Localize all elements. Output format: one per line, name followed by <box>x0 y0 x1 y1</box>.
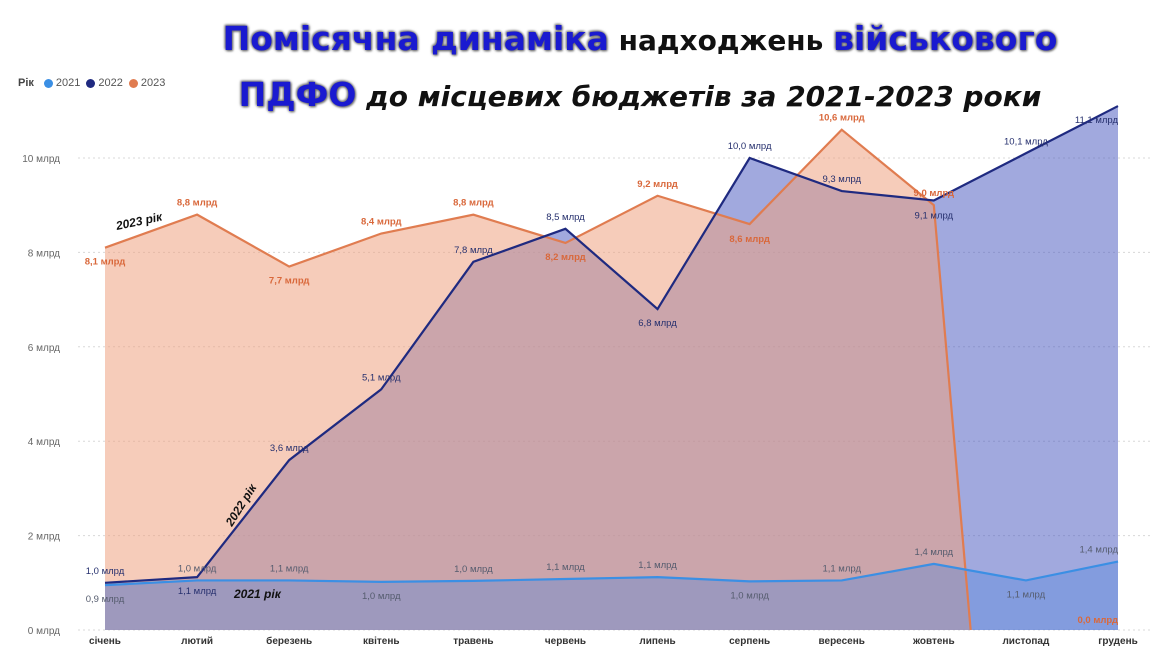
data-label-2021: 1,1 млрд <box>270 563 309 574</box>
data-label-2022: 9,1 млрд <box>915 210 954 221</box>
annotation-2021: 2021 рік <box>233 587 282 601</box>
data-label-2021: 1,0 млрд <box>730 590 769 601</box>
title-part-1: Помісячна динаміка <box>222 19 609 58</box>
data-label-2022: 1,0 млрд <box>86 566 125 577</box>
legend-item-2022[interactable]: 2022 <box>86 77 123 89</box>
line-2022 <box>104 105 1119 584</box>
legend-title: Рік <box>18 77 34 89</box>
y-tick-label: 2 млрд <box>28 532 60 543</box>
x-tick-label: березень <box>266 635 312 647</box>
data-label-2022: 8,5 млрд <box>546 212 585 223</box>
data-label-2021: 1,1 млрд <box>1007 589 1046 600</box>
data-label-2023: 8,1 млрд <box>85 257 126 268</box>
x-axis: січень лютий березень квітень травень червень… <box>89 635 1138 647</box>
legend-label-2022: 2022 <box>98 77 123 89</box>
data-label-2021: 1,1 млрд <box>546 562 585 573</box>
data-label-2022: 3,6 млрд <box>270 443 309 454</box>
x-tick-label: листопад <box>1002 636 1050 647</box>
data-label-2023: 10,6 млрд <box>819 113 865 124</box>
data-label-2021: 1,0 млрд <box>454 564 493 575</box>
data-label-2022: 1,1 млрд <box>178 586 217 597</box>
data-label-2021: 1,4 млрд <box>915 547 954 558</box>
line-2023 <box>104 128 972 631</box>
legend-dot-2022 <box>86 78 96 88</box>
legend-label-2021: 2021 <box>55 77 81 89</box>
title-part-5: до місцевих бюджетів за 2021-2023 роки <box>356 80 1042 113</box>
title-part-4: ПДФО <box>238 75 357 114</box>
data-label-2022: 7,8 млрд <box>454 245 493 256</box>
y-tick-label: 0 млрд <box>28 626 60 637</box>
y-tick-label: 8 млрд <box>28 248 60 259</box>
legend-label-2023: 2023 <box>140 77 166 89</box>
data-label-2021: 1,4 млрд <box>1079 545 1118 556</box>
x-tick-label: лютий <box>181 636 213 647</box>
area-2023 <box>105 129 971 630</box>
x-tick-label: грудень <box>1098 636 1138 647</box>
chart-legend: Рік 2021 2022 2023 <box>18 77 165 89</box>
x-tick-label: травень <box>453 636 493 647</box>
data-label-2023: 0,0 млрд <box>1077 615 1118 626</box>
x-tick-label: липень <box>639 636 675 647</box>
data-label-2023: 9,0 млрд <box>914 188 955 199</box>
data-label-2022: 6,8 млрд <box>638 318 677 329</box>
area-2021 <box>105 561 1118 630</box>
y-tick-label: 4 млрд <box>28 437 60 448</box>
x-tick-label: серпень <box>729 636 770 647</box>
y-tick-label: 10 млрд <box>22 154 60 165</box>
data-label-2021: 1,0 млрд <box>362 591 401 602</box>
x-tick-label: січень <box>89 636 121 647</box>
data-labels: 8,1 млрд 8,8 млрд 7,7 млрд 8,4 млрд 8,8 млрд… <box>85 113 1119 626</box>
chart-title: Помісячна динаміка надходжень військовог… <box>120 14 1160 126</box>
x-tick-label: квітень <box>363 636 400 647</box>
legend-item-2023[interactable]: 2023 <box>128 77 166 89</box>
legend-item-2021[interactable]: 2021 <box>43 77 81 89</box>
data-label-2023: 7,7 млрд <box>269 276 310 287</box>
data-label-2021: 1,1 млрд <box>822 563 861 574</box>
data-label-2023: 9,2 млрд <box>637 179 678 190</box>
data-label-2023: 8,8 млрд <box>177 198 218 209</box>
x-tick-label: вересень <box>819 636 865 647</box>
y-axis: 0 млрд 2 млрд 4 млрд 6 млрд 8 млрд 10 млрд <box>22 154 60 637</box>
title-line-2: ПДФО до місцевих бюджетів за 2021-2023 р… <box>120 70 1160 126</box>
data-label-2022: 10,0 млрд <box>728 141 772 152</box>
series-lines <box>104 105 1119 631</box>
data-label-2022: 10,1 млрд <box>1004 136 1048 147</box>
y-tick-label: 6 млрд <box>28 343 60 354</box>
series-areas <box>105 106 1118 630</box>
title-part-3: військового <box>833 19 1058 58</box>
legend-dot-2023 <box>128 78 138 88</box>
x-tick-label: червень <box>545 636 586 647</box>
data-label-2023: 8,2 млрд <box>545 252 586 263</box>
data-label-2023: 8,6 млрд <box>729 234 770 245</box>
line-2021 <box>104 560 1119 587</box>
title-line-1: Помісячна динаміка надходжень військовог… <box>120 14 1160 70</box>
x-tick-label: жовтень <box>912 636 955 647</box>
data-label-2021: 0,9 млрд <box>86 594 125 605</box>
data-label-2021: 1,0 млрд <box>178 563 217 574</box>
data-label-2021: 1,1 млрд <box>638 560 677 571</box>
title-part-2: надходжень <box>608 24 834 57</box>
data-label-2022: 11,1 млрд <box>1075 115 1119 126</box>
data-label-2023: 8,8 млрд <box>453 198 494 209</box>
data-label-2023: 8,4 млрд <box>361 217 402 228</box>
data-label-2022: 5,1 млрд <box>362 372 401 383</box>
legend-dot-2021 <box>43 78 53 88</box>
data-label-2022: 9,3 млрд <box>822 174 861 185</box>
